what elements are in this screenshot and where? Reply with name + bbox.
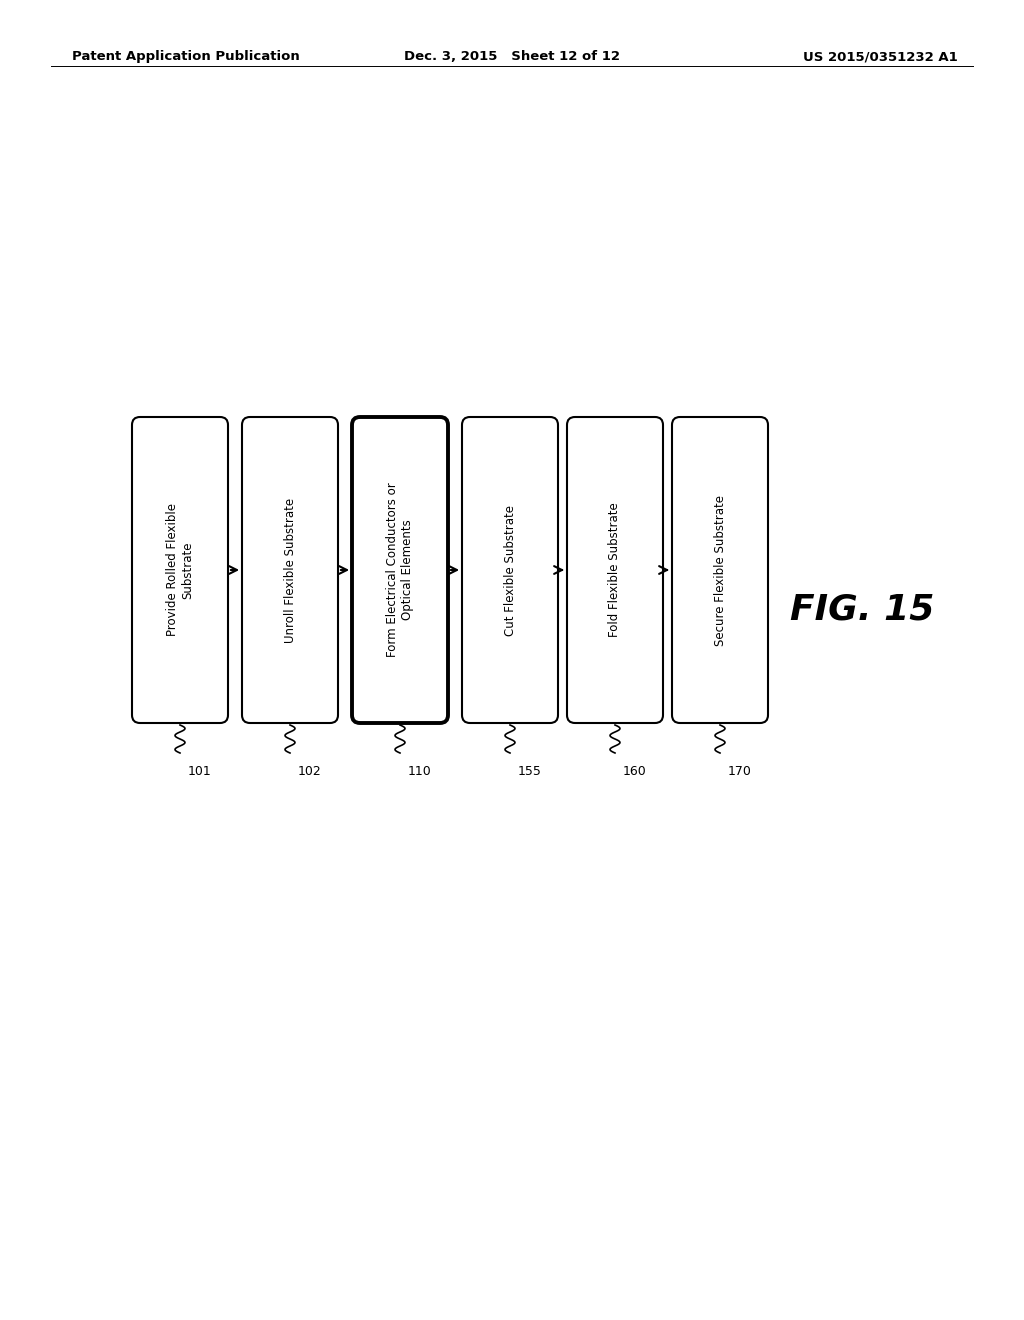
FancyBboxPatch shape [567, 417, 663, 723]
Text: FIG. 15: FIG. 15 [790, 593, 934, 627]
FancyBboxPatch shape [132, 417, 228, 723]
Text: Provide Rolled Flexible
Substrate: Provide Rolled Flexible Substrate [166, 503, 194, 636]
FancyBboxPatch shape [242, 417, 338, 723]
Text: 170: 170 [728, 766, 752, 777]
Text: Secure Flexible Substrate: Secure Flexible Substrate [714, 495, 726, 645]
Text: Unroll Flexible Substrate: Unroll Flexible Substrate [284, 498, 297, 643]
Text: Dec. 3, 2015   Sheet 12 of 12: Dec. 3, 2015 Sheet 12 of 12 [404, 50, 620, 63]
FancyBboxPatch shape [672, 417, 768, 723]
Text: 101: 101 [188, 766, 212, 777]
Text: 155: 155 [518, 766, 542, 777]
Text: 160: 160 [623, 766, 647, 777]
Text: Fold Flexible Substrate: Fold Flexible Substrate [608, 503, 622, 638]
Text: Patent Application Publication: Patent Application Publication [72, 50, 299, 63]
Text: US 2015/0351232 A1: US 2015/0351232 A1 [803, 50, 957, 63]
Text: Form Electrical Conductors or
Optical Elements: Form Electrical Conductors or Optical El… [386, 483, 414, 657]
Text: 110: 110 [408, 766, 432, 777]
FancyBboxPatch shape [462, 417, 558, 723]
FancyBboxPatch shape [352, 417, 449, 723]
Text: Cut Flexible Substrate: Cut Flexible Substrate [504, 504, 516, 635]
Text: 102: 102 [298, 766, 322, 777]
